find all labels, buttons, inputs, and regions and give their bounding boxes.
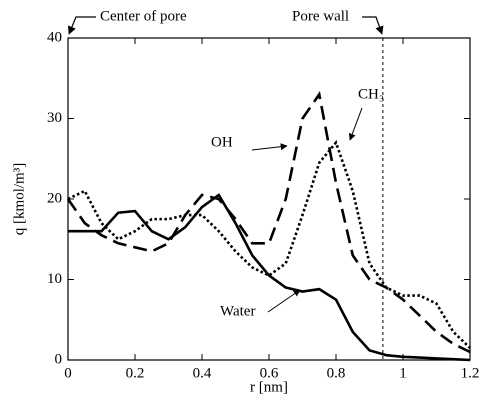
series-label: OH [211, 134, 233, 150]
series-line [66, 91, 471, 354]
x-axis-label: r [nm] [250, 379, 288, 395]
annotation: Pore wall [292, 8, 349, 24]
y-tick-label: 0 [55, 351, 63, 367]
arrow [67, 16, 96, 35]
x-tick-label: 0.8 [327, 365, 346, 381]
y-tick-label: 10 [47, 271, 62, 287]
x-tick-label: 1.2 [461, 365, 480, 381]
series-line [67, 140, 471, 349]
x-tick-label: 0.6 [260, 365, 279, 381]
y-tick-label: 30 [47, 110, 62, 126]
y-tick-label: 20 [47, 190, 62, 206]
y-tick-label: 40 [47, 29, 62, 45]
x-tick-label: 0.4 [193, 365, 212, 381]
x-tick-label: 1 [399, 365, 407, 381]
x-tick-label: 0.2 [126, 365, 145, 381]
arrow [267, 289, 301, 313]
arrow [362, 16, 384, 35]
series-label: CH₃ [358, 86, 384, 102]
annotation: Center of pore [100, 8, 187, 24]
y-axis-label: q [kmol/m³] [11, 163, 27, 235]
x-tick-label: 0 [64, 365, 72, 381]
series-line [68, 193, 471, 362]
series-label: Water [220, 303, 255, 319]
arrow [348, 107, 363, 141]
arrow [251, 143, 288, 151]
